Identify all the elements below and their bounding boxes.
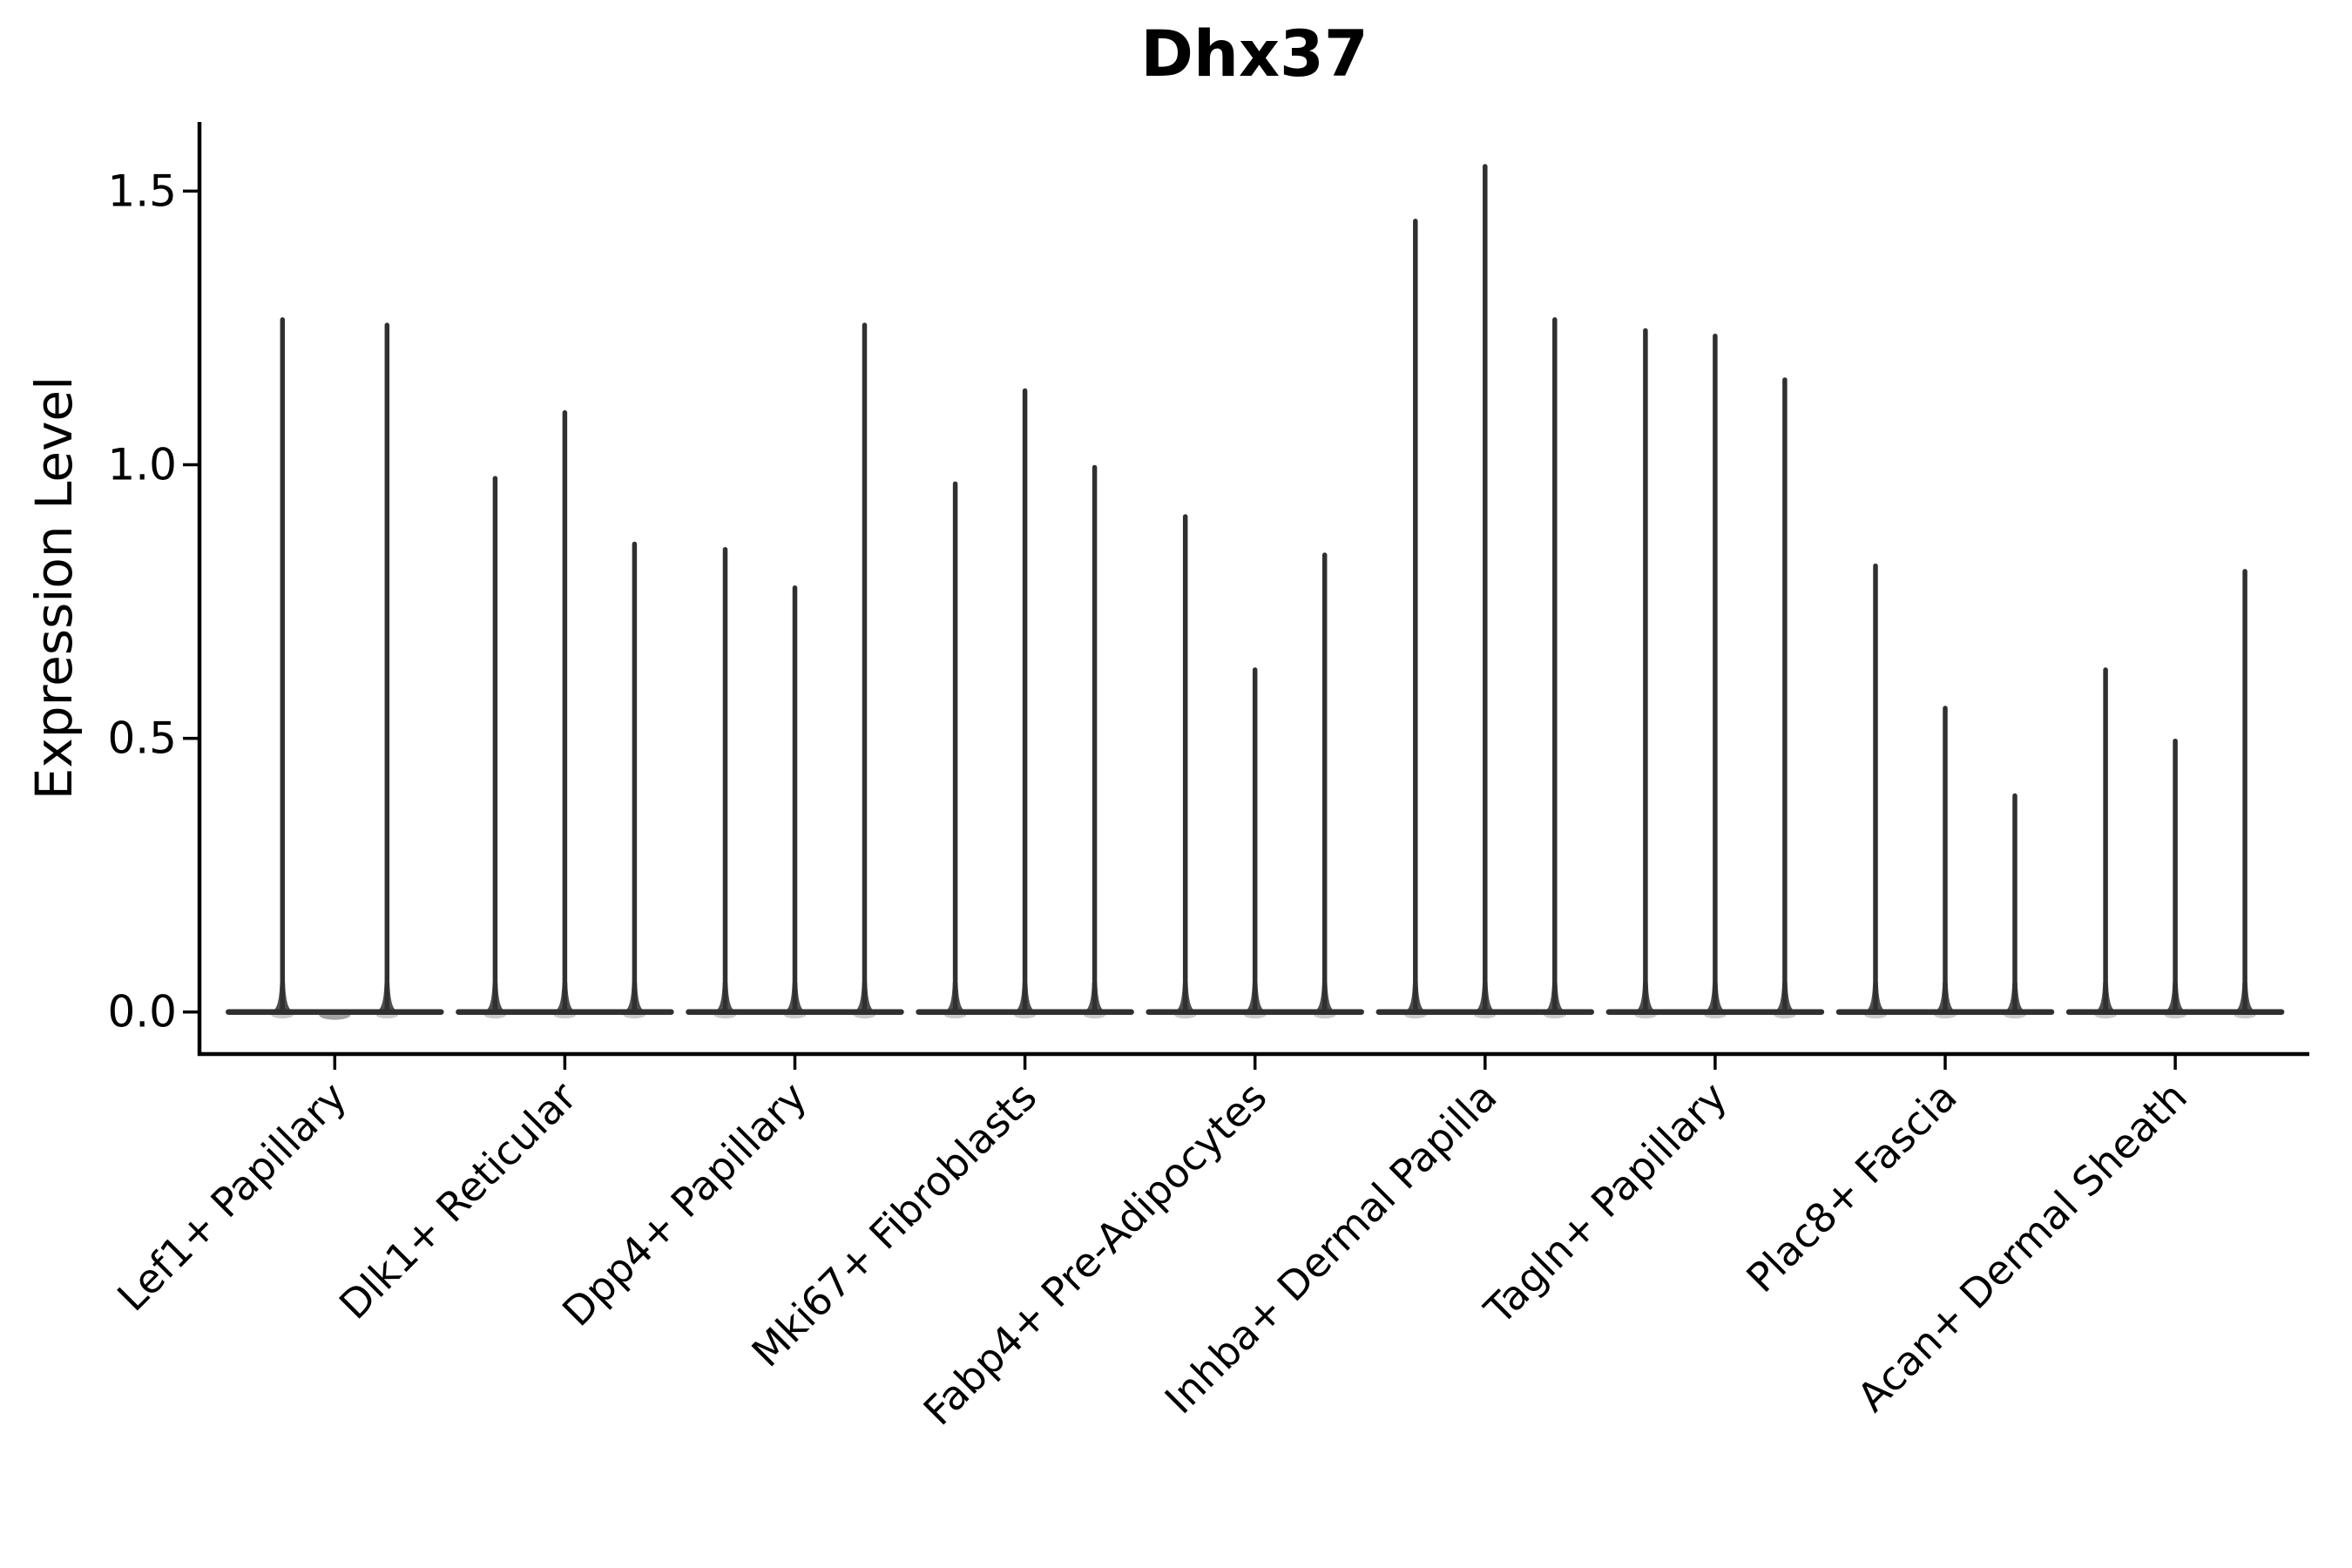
violin-base-blob xyxy=(483,1010,507,1019)
violin-base-blob xyxy=(1013,1010,1037,1019)
y-tick-label: 0.5 xyxy=(107,713,177,764)
violin-base-blob xyxy=(1773,1010,1796,1019)
violin-base-blob xyxy=(2234,1010,2257,1019)
y-tick-label: 1.5 xyxy=(107,166,177,216)
violin-base-blob xyxy=(1934,1010,1957,1019)
violin-base-blob xyxy=(1633,1010,1657,1019)
violin-base-blob xyxy=(271,1010,294,1019)
x-tick-label: Dlk1+ Reticular xyxy=(330,1073,585,1328)
violin-base-blob xyxy=(1864,1010,1887,1019)
violin-base-blob xyxy=(713,1010,737,1019)
violin-base-blob xyxy=(853,1010,876,1019)
violin-base-blob xyxy=(1083,1010,1106,1019)
violin-zero-blob xyxy=(319,1010,351,1020)
violin-base-blob xyxy=(2094,1010,2118,1019)
violin-base-blob xyxy=(1473,1010,1497,1019)
violin-base-blob xyxy=(1313,1010,1336,1019)
violin-base-blob xyxy=(2004,1010,2026,1019)
violin-base-blob xyxy=(623,1010,646,1019)
violin-base-blob xyxy=(1543,1010,1566,1019)
x-tick-label: Dpp4+ Papillary xyxy=(553,1073,815,1335)
y-tick-label: 1.0 xyxy=(107,440,177,490)
violin-base-blob xyxy=(375,1010,399,1019)
violin-base-blob xyxy=(943,1010,967,1019)
violin-base-blob xyxy=(1703,1010,1727,1019)
violin-base-blob xyxy=(1173,1010,1197,1019)
violin-base-blob xyxy=(783,1010,807,1019)
violin-base-blob xyxy=(1243,1010,1267,1019)
violin-base-blob xyxy=(2164,1010,2187,1019)
violin-base-blob xyxy=(553,1010,577,1019)
x-tick-label: Lef1+ Papillary xyxy=(108,1073,355,1321)
violin-base-blob xyxy=(1403,1010,1427,1019)
x-tick-label: Tagln+ Papillary xyxy=(1475,1073,1736,1335)
x-tick-label: Plac8+ Fascia xyxy=(1737,1073,1965,1301)
chart-title: Dhx37 xyxy=(1140,17,1369,91)
y-tick-label: 0.0 xyxy=(107,987,177,1037)
